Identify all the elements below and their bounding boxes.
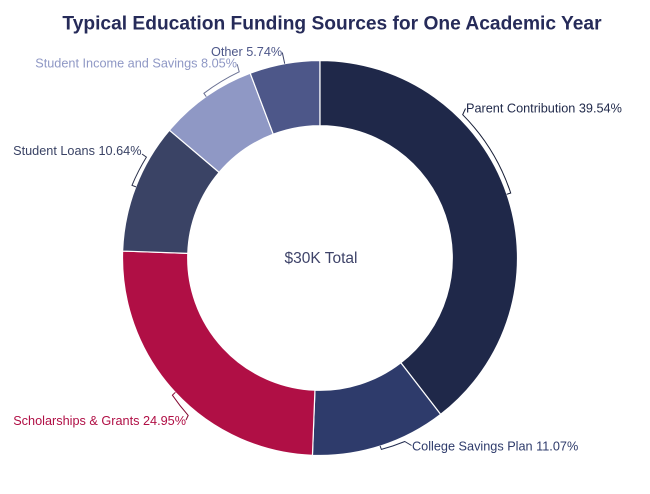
- svg-text:Typical Education Funding Sour: Typical Education Funding Sources for On…: [62, 13, 602, 34]
- svg-text:College Savings Plan 11.07%: College Savings Plan 11.07%: [412, 440, 578, 454]
- svg-text:$30K Total: $30K Total: [285, 250, 358, 267]
- svg-text:Scholarships & Grants 24.95%: Scholarships & Grants 24.95%: [13, 414, 186, 428]
- svg-text:Student Loans 10.64%: Student Loans 10.64%: [13, 144, 141, 158]
- svg-text:Parent Contribution 39.54%: Parent Contribution 39.54%: [466, 102, 622, 116]
- svg-text:Other 5.74%: Other 5.74%: [211, 45, 282, 59]
- svg-text:Student Income and Savings 8.0: Student Income and Savings 8.05%: [35, 57, 237, 71]
